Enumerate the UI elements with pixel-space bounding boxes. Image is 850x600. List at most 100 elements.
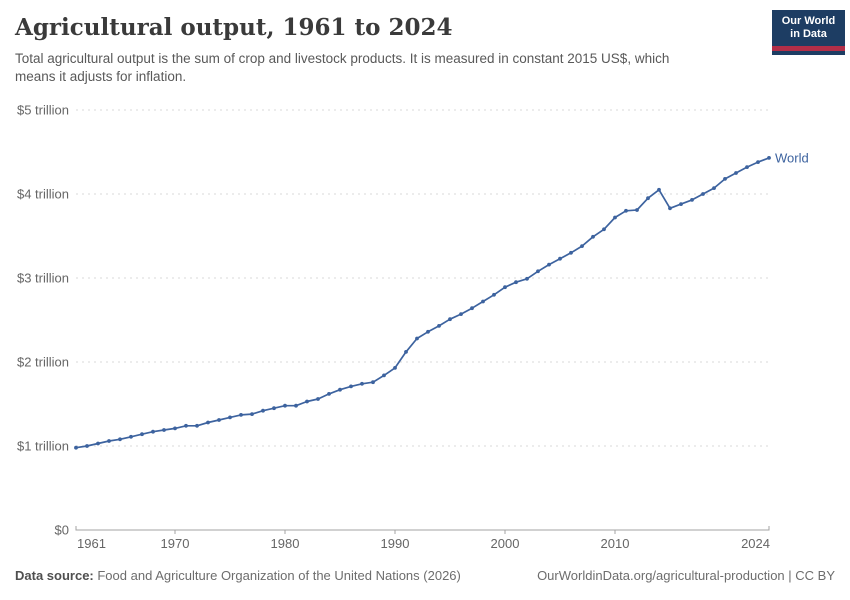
data-point-1993[interactable] <box>426 329 430 334</box>
y-tick-label: $0 <box>55 523 69 538</box>
data-point-1990[interactable] <box>393 366 397 370</box>
data-point-1975[interactable] <box>228 415 232 420</box>
data-point-2008[interactable] <box>591 234 595 239</box>
data-point-2014[interactable] <box>657 187 661 192</box>
data-point-1978[interactable] <box>261 408 265 413</box>
data-point-1966[interactable] <box>129 434 133 439</box>
owid-logo-text-line1: Our World <box>781 15 836 27</box>
data-point-1981[interactable] <box>294 403 298 408</box>
data-point-1971[interactable] <box>184 423 188 428</box>
data-point-1969[interactable] <box>162 428 166 432</box>
data-point-2006[interactable] <box>569 250 573 255</box>
x-axis-labels: 1961 1970 1980 1990 2000 2010 2024 <box>77 536 770 551</box>
x-tick-label: 2010 <box>601 536 630 551</box>
x-tick-label: 1990 <box>381 536 410 551</box>
data-point-1967[interactable] <box>140 432 144 437</box>
page-title: Agricultural output, 1961 to 2024 <box>15 14 453 41</box>
owid-logo-accent-bar <box>772 46 845 51</box>
data-point-2013[interactable] <box>646 196 650 201</box>
data-point-1961[interactable] <box>74 445 78 450</box>
data-source-label: Data source: <box>15 568 94 583</box>
data-point-2004[interactable] <box>547 262 551 267</box>
x-tick-label: 1961 <box>77 536 106 551</box>
data-point-1989[interactable] <box>382 373 386 378</box>
y-tick-label: $1 trillion <box>17 439 69 454</box>
data-point-1986[interactable] <box>349 384 353 389</box>
data-point-1972[interactable] <box>195 423 199 428</box>
subtitle-line-1: Total agricultural output is the sum of … <box>15 51 670 66</box>
data-point-2000[interactable] <box>503 285 507 290</box>
chart-subtitle: Total agricultural output is the sum of … <box>15 50 835 86</box>
data-point-2018[interactable] <box>701 192 705 196</box>
data-point-2017[interactable] <box>690 198 694 202</box>
x-axis <box>75 526 770 534</box>
data-point-1995[interactable] <box>448 317 452 322</box>
x-axis-line <box>75 526 770 531</box>
data-point-1996[interactable] <box>459 312 463 316</box>
data-point-2002[interactable] <box>525 276 529 281</box>
data-point-2023[interactable] <box>756 160 760 165</box>
data-source-note: Data source: Food and Agriculture Organi… <box>15 568 461 583</box>
data-point-1983[interactable] <box>316 397 320 401</box>
data-point-1982[interactable] <box>305 399 309 404</box>
x-tick-label: 1980 <box>271 536 300 551</box>
data-point-1977[interactable] <box>250 412 254 416</box>
data-point-2022[interactable] <box>745 165 749 170</box>
owid-logo[interactable]: Our World in Data <box>772 10 845 55</box>
data-point-2001[interactable] <box>514 280 518 285</box>
data-point-2003[interactable] <box>536 269 540 274</box>
data-point-2005[interactable] <box>558 256 562 261</box>
data-point-1991[interactable] <box>404 350 408 354</box>
data-point-2011[interactable] <box>624 208 628 213</box>
data-point-1962[interactable] <box>85 444 89 448</box>
data-point-2007[interactable] <box>580 244 584 249</box>
data-source-text: Food and Agriculture Organization of the… <box>93 568 461 583</box>
data-point-1984[interactable] <box>327 392 331 396</box>
chart-footer: Data source: Food and Agriculture Organi… <box>15 568 835 583</box>
line-series-world[interactable] <box>74 156 771 450</box>
owid-url-license-link[interactable]: OurWorldinData.org/agricultural-producti… <box>537 568 835 583</box>
data-point-2012[interactable] <box>635 208 639 212</box>
chart-header: Agricultural output, 1961 to 2024 Total … <box>15 0 835 86</box>
data-point-1970[interactable] <box>173 426 177 431</box>
data-point-2010[interactable] <box>613 215 617 220</box>
data-point-2015[interactable] <box>668 206 672 211</box>
data-point-1973[interactable] <box>206 420 210 425</box>
y-tick-label: $3 trillion <box>17 271 69 286</box>
x-tick-label: 1970 <box>161 536 190 551</box>
data-point-1980[interactable] <box>283 403 287 408</box>
world-line-path[interactable] <box>75 157 770 449</box>
data-point-1976[interactable] <box>239 413 243 417</box>
y-tick-label: $5 trillion <box>17 103 69 118</box>
x-tick-label: 2024 <box>741 536 770 551</box>
data-point-1992[interactable] <box>415 336 419 341</box>
data-point-2021[interactable] <box>734 171 738 175</box>
data-point-2016[interactable] <box>679 202 683 207</box>
data-point-1998[interactable] <box>481 299 485 304</box>
data-point-1987[interactable] <box>360 381 364 386</box>
subtitle-line-2: means it adjusts for inflation. <box>15 69 187 84</box>
data-point-2020[interactable] <box>723 177 727 181</box>
gridlines <box>76 109 769 447</box>
data-point-1979[interactable] <box>272 406 276 411</box>
data-point-2019[interactable] <box>712 186 716 191</box>
owid-logo-text-line2: in Data <box>790 28 827 40</box>
y-axis-labels: $0 $1 trillion $2 trillion $3 trillion $4 tr… <box>17 103 69 538</box>
data-point-1963[interactable] <box>96 441 100 446</box>
data-point-1988[interactable] <box>371 380 375 385</box>
data-point-1965[interactable] <box>118 437 122 442</box>
data-point-1974[interactable] <box>217 418 221 422</box>
y-tick-label: $4 trillion <box>17 187 69 202</box>
data-point-1964[interactable] <box>107 439 111 443</box>
data-point-1999[interactable] <box>492 292 496 297</box>
series-end-label-world[interactable]: World <box>775 150 809 165</box>
data-point-1994[interactable] <box>437 324 441 328</box>
x-tick-label: 2000 <box>491 536 520 551</box>
data-point-2024[interactable] <box>767 156 771 160</box>
data-point-2009[interactable] <box>602 227 606 232</box>
y-tick-label: $2 trillion <box>17 355 69 370</box>
data-point-1968[interactable] <box>151 429 155 434</box>
data-point-1997[interactable] <box>470 306 474 311</box>
data-point-1985[interactable] <box>338 387 342 392</box>
